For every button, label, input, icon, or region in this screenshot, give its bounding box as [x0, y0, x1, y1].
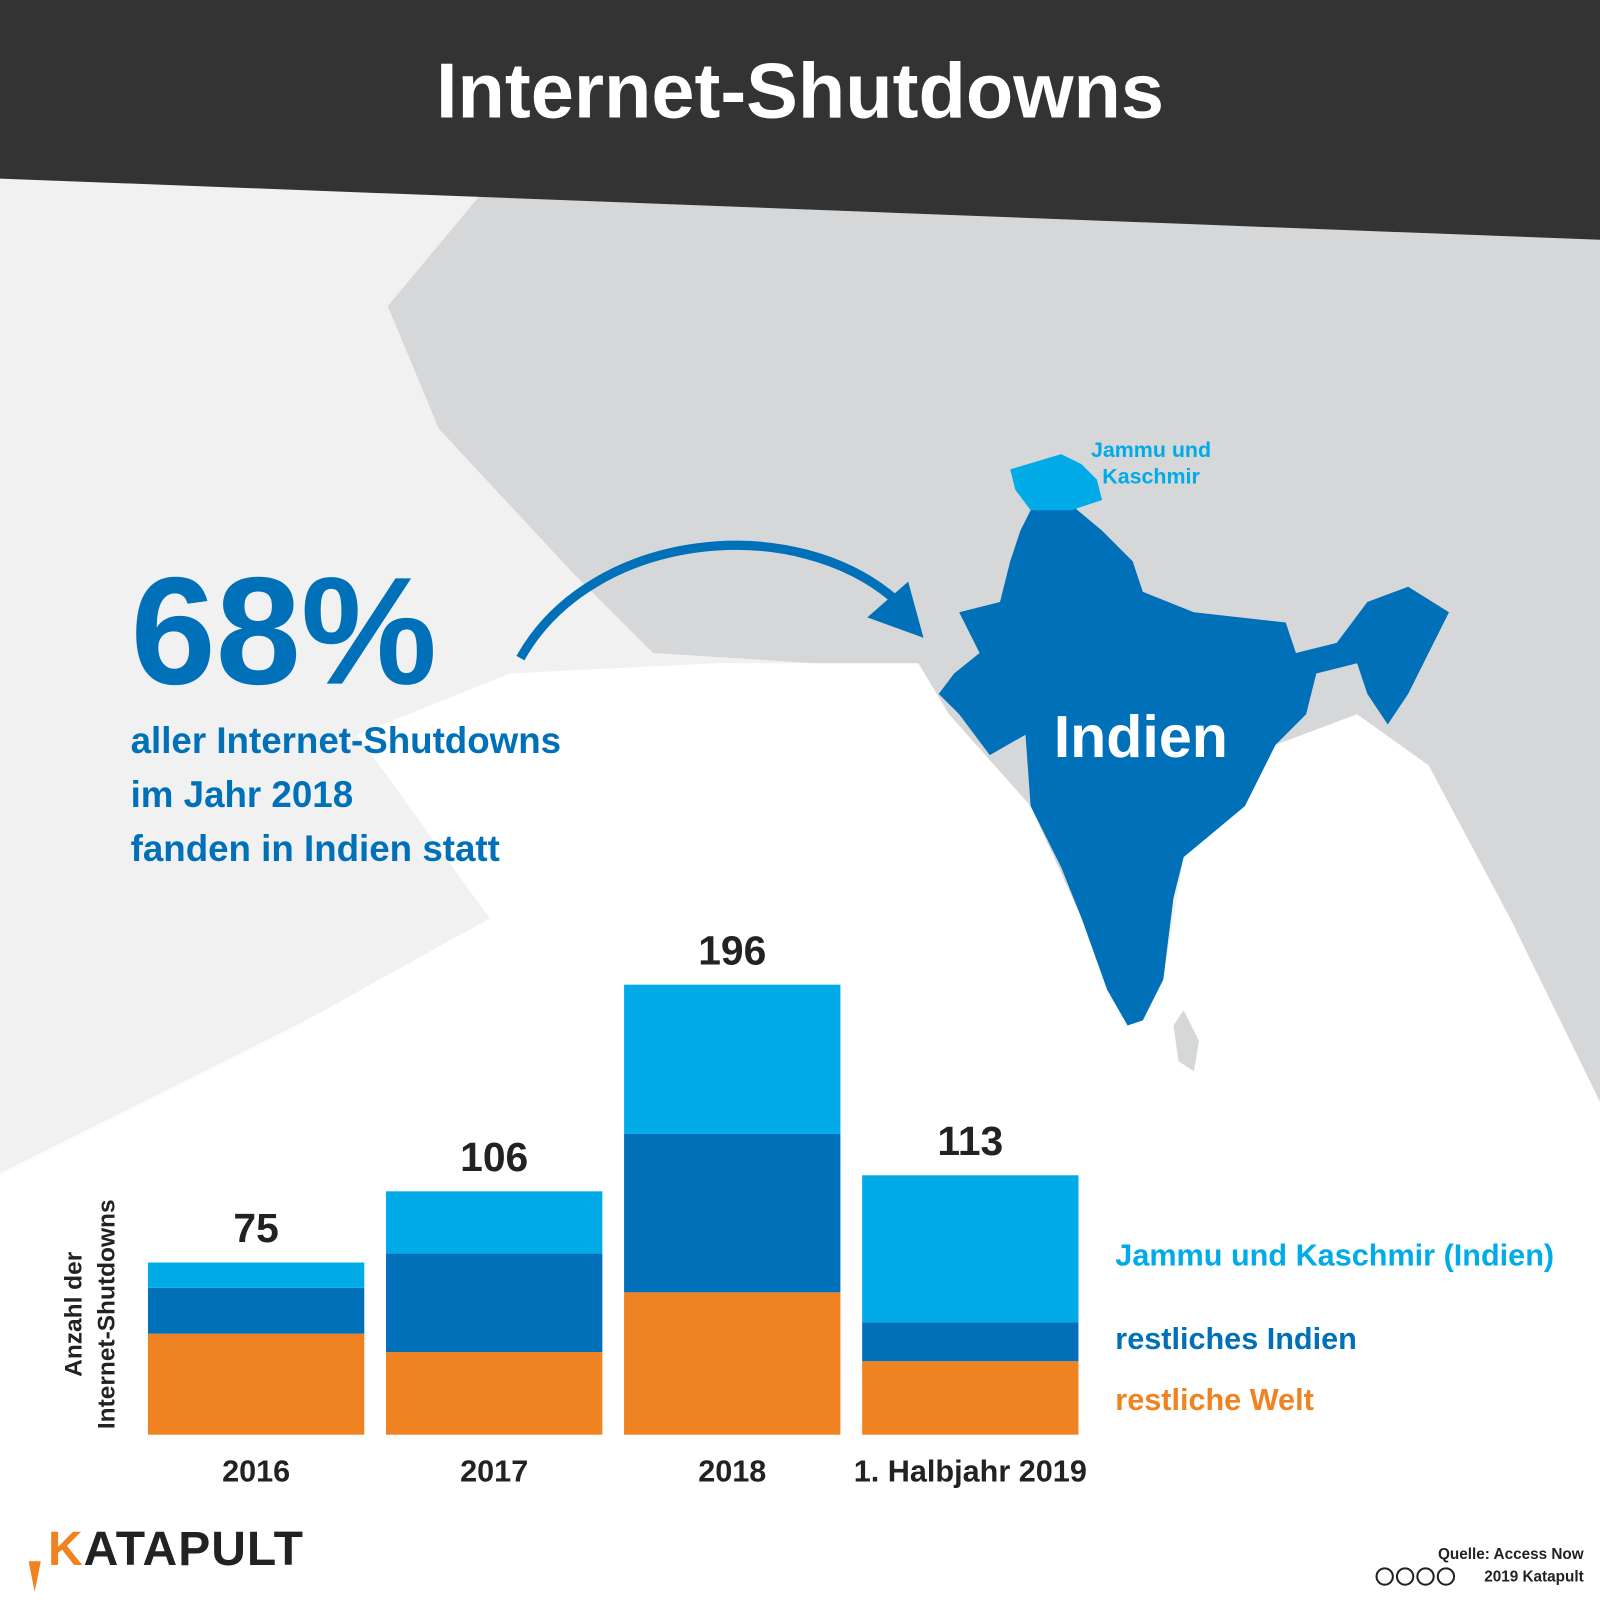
india: [938, 505, 1449, 1026]
bar-segment: [624, 1133, 841, 1293]
legend-label: restliches Indien: [1115, 1322, 1357, 1356]
y-axis-label: Anzahl der: [61, 1251, 88, 1377]
bar-segment: [386, 1253, 603, 1353]
headline-text: aller Internet-Shutdowns: [131, 720, 561, 761]
bar-segment: [386, 1352, 603, 1435]
cc-icons: [1375, 1567, 1456, 1586]
bar-segment: [624, 1292, 841, 1435]
title-bar: [0, 0, 1600, 240]
arrow: [516, 540, 902, 661]
y-axis-label: Internet-Shutdowns: [93, 1199, 120, 1429]
bar-segment: [147, 1287, 365, 1334]
x-tick-label: 2017: [460, 1455, 528, 1489]
bar-segment: [147, 1262, 365, 1288]
region-label: Jammu und: [1091, 438, 1211, 462]
headline-text: fanden in Indien statt: [131, 828, 500, 869]
x-tick-label: 2016: [222, 1455, 290, 1489]
legend-label: restliche Welt: [1115, 1383, 1313, 1417]
x-tick-label: 1. Halbjahr 2019: [854, 1455, 1087, 1489]
title: Internet-Shutdowns: [436, 48, 1164, 134]
jammu-kashmir: [1010, 454, 1103, 511]
copyright: 2019 Katapult: [1484, 1569, 1583, 1586]
country-label: Indien: [1054, 703, 1228, 770]
brand: KATAPULT: [48, 1523, 304, 1576]
source: Quelle: Access Now: [1438, 1546, 1584, 1563]
bar-segment: [624, 984, 841, 1134]
total-label: 113: [937, 1118, 1003, 1164]
total-label: 75: [233, 1205, 278, 1251]
total-label: 196: [698, 927, 766, 973]
arrow-head: [867, 581, 924, 638]
headline-text: im Jahr 2018: [131, 774, 354, 815]
sri-lanka: [1173, 1010, 1199, 1072]
bar-segment: [862, 1361, 1079, 1435]
x-tick-label: 2018: [698, 1455, 766, 1489]
headline-figure: 68%: [131, 546, 437, 717]
bar-segment: [147, 1333, 365, 1435]
region-label: Kaschmir: [1102, 465, 1200, 489]
bar-segment: [386, 1191, 603, 1254]
total-label: 106: [460, 1134, 528, 1180]
logo-icon: [28, 1561, 41, 1592]
bar-segment: [862, 1322, 1079, 1362]
bar-segment: [862, 1175, 1079, 1323]
legend-label: Jammu und Kaschmir (Indien): [1115, 1238, 1554, 1272]
